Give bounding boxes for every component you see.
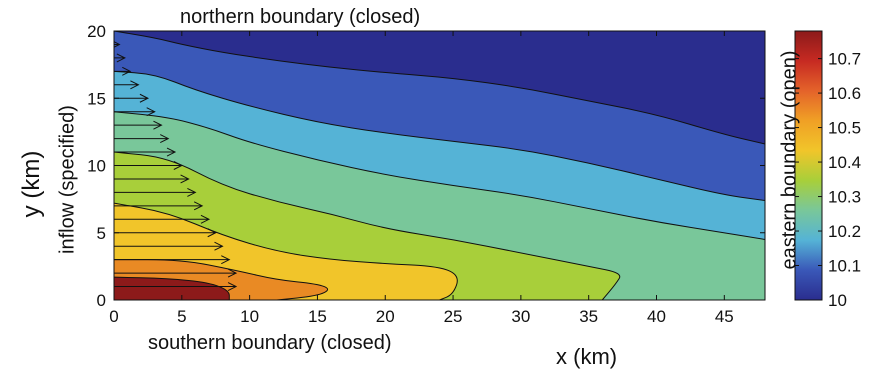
inflow-arrow — [114, 187, 197, 197]
inflow-arrow — [114, 241, 224, 251]
x-tick-label: 35 — [579, 307, 598, 326]
colorbar-tick-label: 10.1 — [828, 257, 861, 276]
inflow-arrow — [114, 214, 211, 224]
inflow-arrow — [114, 161, 183, 170]
inflow-arrow — [114, 268, 238, 278]
inflow-arrow — [114, 147, 177, 157]
contour-line-10.5 — [114, 202, 458, 300]
x-tick-label: 20 — [376, 307, 395, 326]
inflow-arrow — [114, 80, 140, 90]
inflow-arrow — [114, 134, 170, 144]
y-tick-label: 5 — [97, 224, 106, 243]
x-tick-label: 25 — [444, 307, 463, 326]
colorbar-tick-label: 10.2 — [828, 222, 861, 241]
y-axis-label: y (km) — [18, 150, 45, 218]
northern-boundary-label: northern boundary (closed) — [180, 6, 421, 28]
x-tick-label: 0 — [109, 307, 118, 326]
inflow-arrow — [114, 53, 126, 63]
inflow-arrow — [114, 107, 156, 117]
contour-line-10.3 — [114, 111, 765, 240]
y-tick-label: 20 — [87, 22, 106, 41]
y-tick-label: 10 — [87, 157, 106, 176]
colorbar-tick-label: 10.6 — [828, 84, 861, 103]
colorbar-tick-label: 10.3 — [828, 188, 861, 207]
contour-band-highest — [114, 277, 230, 300]
contour-line-10.1 — [114, 31, 765, 145]
inflow-arrow — [114, 255, 231, 265]
inflow-arrow — [114, 228, 217, 238]
contour-line-10.2 — [114, 70, 765, 201]
contour-bands — [114, 31, 765, 300]
inflow-arrow — [114, 201, 204, 211]
eastern-boundary-label: eastern boundary (open) — [778, 50, 801, 270]
colorbar-tick-label: 10 — [828, 291, 847, 310]
x-tick-label: 10 — [240, 307, 259, 326]
contour-line-10.4 — [114, 151, 621, 300]
colorbar — [794, 30, 823, 301]
x-tick-label: 45 — [715, 307, 734, 326]
x-axis-label: x (km) — [556, 344, 618, 369]
contour-line-10.7 — [114, 276, 230, 300]
x-tick-label: 5 — [177, 307, 186, 326]
y-tick-label: 0 — [97, 291, 106, 310]
inflow-arrow — [114, 282, 238, 291]
y-tick-label: 15 — [87, 89, 106, 108]
southern-boundary-label: southern boundary (closed) — [148, 332, 392, 354]
x-tick-label: 40 — [647, 307, 666, 326]
colorbar-tick-label: 10.5 — [828, 119, 861, 138]
inflow-arrow — [114, 174, 190, 184]
inflow-boundary-label: inflow (specified) — [56, 105, 79, 254]
inflow-arrow — [114, 120, 163, 130]
x-tick-label: 15 — [308, 307, 327, 326]
colorbar-tick-label: 10.7 — [828, 50, 861, 69]
inflow-arrow — [114, 93, 150, 103]
colorbar-tick-label: 10.4 — [828, 153, 861, 172]
x-tick-label: 30 — [511, 307, 530, 326]
inflow-arrow — [114, 66, 132, 76]
